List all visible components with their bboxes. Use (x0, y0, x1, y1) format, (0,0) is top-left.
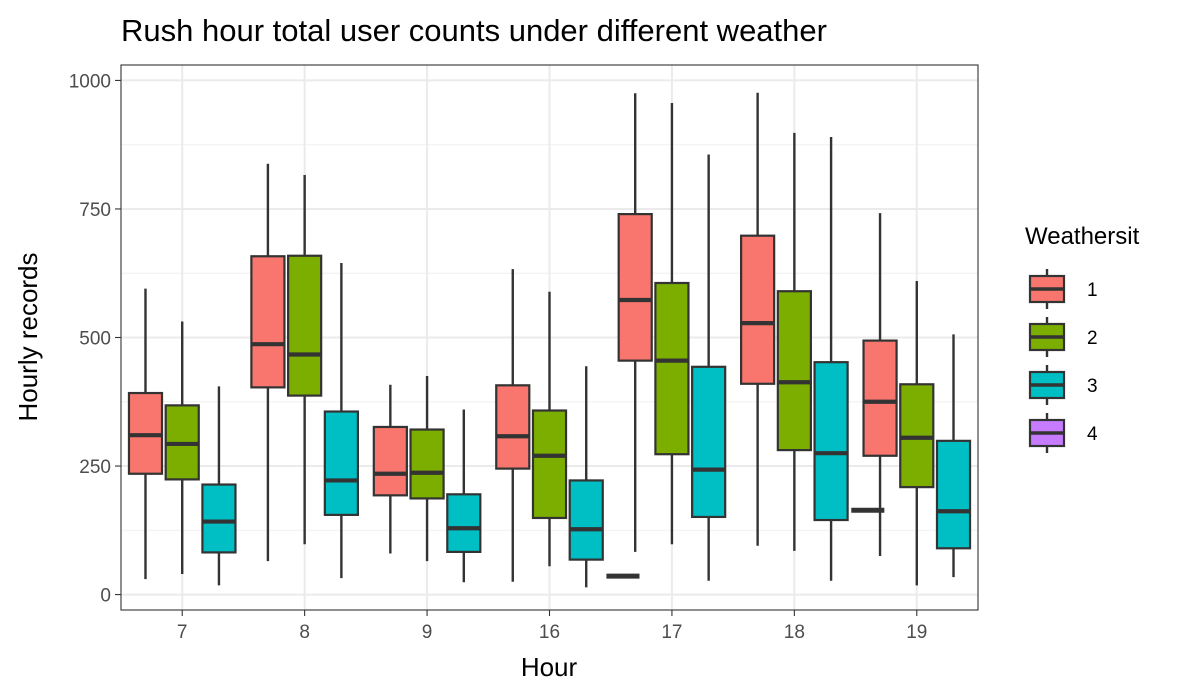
chart-title: Rush hour total user counts under differ… (121, 13, 827, 48)
legend-label: 1 (1087, 280, 1098, 301)
y-tick-label: 1000 (69, 71, 111, 92)
box-3-hour-16 (568, 366, 604, 588)
box-body (323, 410, 359, 516)
box-3-hour-7 (201, 386, 237, 586)
box-body (691, 365, 727, 519)
box-body (568, 479, 604, 561)
box-body (935, 439, 972, 550)
y-tick-label: 250 (79, 457, 111, 478)
box-3-hour-8 (323, 262, 359, 579)
box-body (250, 255, 286, 389)
box-1-hour-7 (127, 288, 164, 580)
box-3-hour-18 (813, 136, 849, 581)
box-1-hour-8 (250, 163, 286, 562)
box-body (740, 234, 776, 385)
legend-item-4: 4 (1028, 413, 1098, 453)
legend-item-3: 3 (1028, 365, 1098, 405)
box-2-hour-16 (531, 291, 568, 567)
x-tick-label: 18 (784, 622, 805, 643)
box-2-hour-8 (287, 175, 323, 545)
box-1-hour-18 (740, 92, 776, 546)
box-body (495, 384, 531, 470)
box-body (813, 361, 849, 522)
box-3-hour-19 (935, 334, 972, 578)
axis-layer: 0 250 500 750 1000 7 8 9 16 17 18 19 (69, 71, 928, 643)
x-tick-label: 16 (539, 622, 560, 643)
box-2-hour-19 (899, 280, 935, 586)
legend-title: Weathersit (1025, 223, 1140, 250)
legend-label: 2 (1087, 328, 1098, 349)
box-3-hour-17 (691, 154, 727, 581)
box-body (862, 339, 898, 457)
x-tick-label: 7 (177, 622, 188, 643)
box-1-hour-17 (617, 93, 653, 552)
x-tick-label: 19 (906, 622, 927, 643)
x-tick-label: 8 (299, 622, 310, 643)
legend: Weathersit 1 2 3 4 (1025, 223, 1140, 453)
box-body (409, 428, 445, 500)
legend-label: 3 (1087, 376, 1098, 397)
box-3-hour-9 (446, 409, 482, 583)
y-axis-title: Hourly records (13, 252, 43, 421)
box-body (287, 254, 323, 397)
legend-label: 4 (1087, 424, 1098, 445)
box-body (201, 483, 237, 554)
plot-layer (127, 92, 972, 588)
box-2-hour-18 (776, 132, 812, 551)
y-tick-label: 750 (79, 200, 111, 221)
box-body (776, 290, 812, 452)
x-tick-label: 17 (661, 622, 682, 643)
box-body (654, 281, 690, 456)
box-2-hour-17 (654, 103, 690, 545)
x-axis-title: Hour (521, 652, 578, 682)
box-1-hour-19 (862, 213, 898, 557)
box-body (446, 493, 482, 554)
box-body (372, 425, 408, 497)
legend-item-1: 1 (1028, 269, 1098, 309)
x-tick-label: 9 (422, 622, 433, 643)
box-body (531, 409, 568, 520)
box-2-hour-9 (409, 376, 445, 562)
box-body (617, 213, 653, 362)
y-tick-label: 0 (100, 586, 111, 607)
y-tick-label: 500 (79, 329, 111, 350)
box-1-hour-16 (495, 269, 531, 582)
box-2-hour-7 (164, 321, 200, 575)
box-1-hour-9 (372, 384, 408, 554)
legend-item-2: 2 (1028, 317, 1098, 357)
